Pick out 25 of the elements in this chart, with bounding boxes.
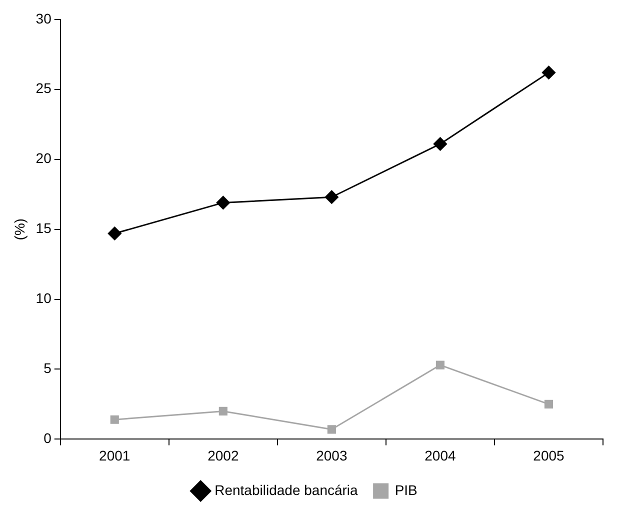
point: [433, 137, 447, 151]
x-tick-label: 2002: [208, 447, 239, 464]
point: [544, 400, 554, 408]
point: [542, 66, 556, 80]
point: [216, 196, 230, 210]
x-tick-label: 2005: [533, 447, 565, 464]
y-tick-label: 15: [36, 220, 52, 236]
x-tick-label: 2001: [99, 447, 130, 464]
point: [218, 406, 228, 416]
y-tick-label: 30: [36, 10, 52, 26]
y-tick-label: 10: [36, 290, 52, 306]
point: [324, 190, 338, 204]
x-tick-label: 2003: [316, 447, 348, 464]
legend-label: Rentabilidade bancária: [214, 482, 358, 498]
y-tick-label: 5: [44, 360, 52, 376]
y-tick-label: 25: [36, 80, 52, 96]
point: [327, 425, 336, 434]
y-tick-label: 0: [44, 430, 52, 446]
legend-label: PIB: [394, 482, 418, 498]
point: [110, 415, 119, 424]
y-tick-label: 20: [36, 150, 52, 166]
x-tick-label: 2004: [424, 447, 456, 464]
point: [436, 360, 444, 370]
point: [108, 226, 122, 240]
y-axis-title: (%): [11, 218, 28, 240]
